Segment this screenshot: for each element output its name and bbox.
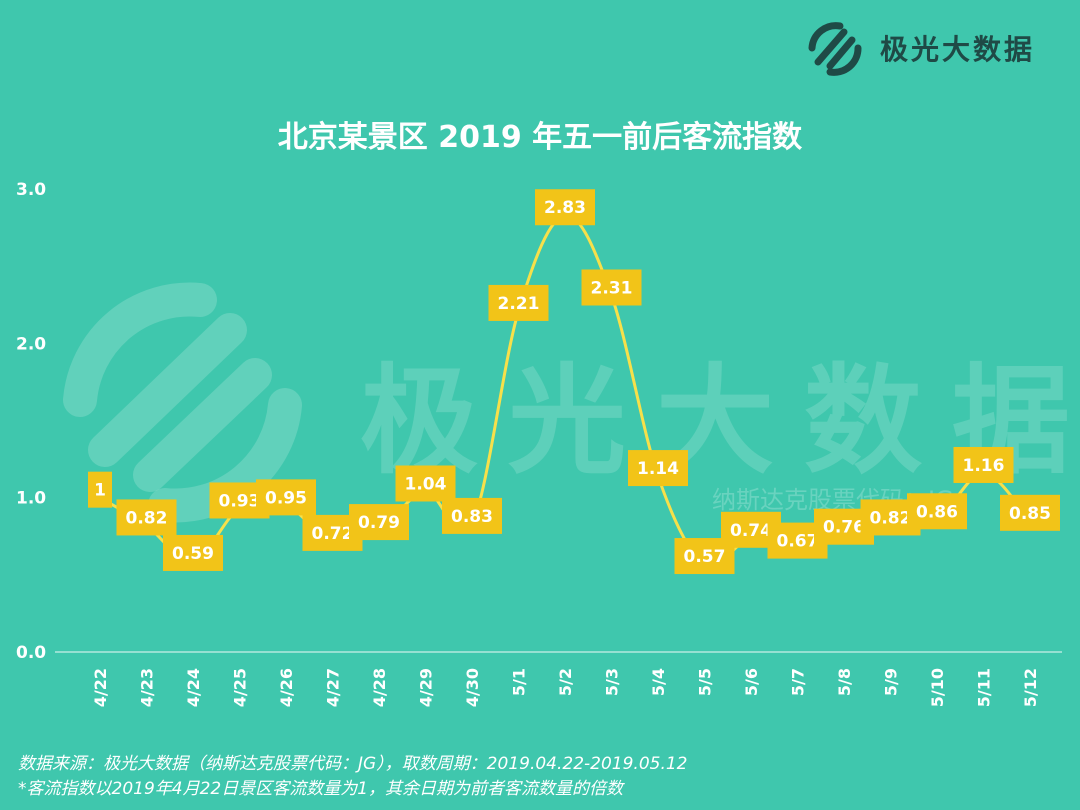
data-label: 2.31: [581, 269, 642, 306]
data-label-box: [163, 534, 223, 571]
data-label-box: [488, 284, 549, 321]
data-label-text: 1.14: [637, 459, 679, 479]
x-tick-label: 4/24: [184, 668, 203, 707]
data-label: 1.16: [953, 446, 1014, 483]
data-label: 2.21: [488, 284, 549, 321]
data-label-text: 0.85: [1009, 504, 1051, 524]
data-label-text: 0.79: [358, 513, 400, 533]
data-label-text: 2.83: [544, 198, 586, 218]
data-label-text: 0.76: [823, 518, 865, 538]
data-label-text: 0.95: [265, 488, 307, 508]
data-label: 0.85: [1000, 494, 1060, 531]
data-label: 0.95: [256, 479, 316, 516]
data-label-box: [395, 465, 456, 502]
data-label: 2.83: [535, 189, 595, 226]
data-label-text: 0.83: [451, 507, 493, 527]
x-tick-label: 4/27: [324, 668, 343, 707]
chart-title: 北京某景区 2019 年五一前后客流指数: [277, 120, 803, 155]
data-label-box: [349, 504, 409, 541]
data-label: 0.83: [442, 497, 502, 534]
x-tick-label: 5/12: [1021, 668, 1040, 707]
data-label: 1.04: [395, 465, 456, 502]
brand-name: 极光大数据: [880, 33, 1036, 66]
line-chart: 极光大数据 纳斯达克股票代码：JG 0.01.02.03.0 10.820.59…: [16, 180, 1080, 707]
data-label-text: 1.04: [405, 474, 447, 494]
x-tick-label: 5/2: [556, 668, 575, 696]
data-label-text: 0.74: [730, 521, 772, 541]
x-tick-label: 5/5: [696, 668, 715, 696]
data-label-text: 0.82: [126, 508, 168, 528]
x-tick-label: 5/10: [928, 668, 947, 707]
data-label-box: [442, 497, 502, 534]
data-label-text: 0.72: [312, 524, 354, 544]
data-label: 0.79: [349, 504, 409, 541]
watermark-logo-icon: [63, 282, 302, 523]
jiguang-logo-icon: [808, 22, 862, 76]
x-tick-label: 5/9: [882, 668, 901, 696]
x-tick-label: 4/29: [417, 668, 436, 707]
data-label-text: 2.31: [591, 278, 633, 298]
data-label-text: 0.57: [684, 547, 726, 567]
x-tick-label: 4/30: [463, 668, 482, 707]
x-tick-label: 5/4: [649, 668, 668, 696]
watermark: 极光大数据 纳斯达克股票代码：JG: [63, 282, 1080, 523]
data-label-box: [628, 450, 688, 487]
x-tick-label: 5/1: [510, 668, 529, 696]
data-label-box: [256, 479, 316, 516]
data-label-box: [953, 446, 1014, 483]
data-label-text: 0.93: [219, 491, 261, 511]
x-tick-label: 4/26: [277, 668, 296, 707]
data-label-text: 2.21: [498, 294, 540, 314]
footer-source: 数据来源：极光大数据（纳斯达克股票代码：JG），取数周期：2019.04.22-…: [18, 754, 688, 774]
footer-note: *客流指数以2019年4月22日景区客流数量为1，其余日期为前者客流数量的倍数: [18, 779, 624, 799]
x-tick-label: 4/22: [91, 668, 110, 707]
x-tick-label: 5/11: [975, 668, 994, 707]
x-tick-label: 5/7: [789, 668, 808, 696]
data-label: 1.14: [628, 450, 688, 487]
data-label-text: 0.59: [172, 544, 214, 564]
data-label: 0.82: [116, 499, 177, 536]
x-tick-label: 5/8: [835, 668, 854, 696]
watermark-main: 极光大数据: [360, 352, 1080, 490]
y-tick-label: 2.0: [16, 334, 46, 354]
x-tick-label: 5/3: [603, 668, 622, 696]
data-label: 0.67: [767, 522, 828, 559]
x-tick-label: 4/23: [138, 668, 157, 707]
y-tick-label: 0.0: [16, 643, 46, 663]
data-label-text: 1.16: [963, 456, 1005, 476]
data-label: 0.86: [907, 493, 967, 530]
data-label-box: [88, 471, 112, 508]
x-tick-label: 4/25: [231, 668, 250, 707]
data-label-text: 0.82: [870, 508, 912, 528]
data-label: 0.82: [860, 499, 921, 536]
data-label: 0.59: [163, 534, 223, 571]
data-label-box: [581, 269, 642, 306]
data-label-text: 0.86: [916, 502, 958, 522]
data-label-box: [535, 189, 595, 226]
footer: 数据来源：极光大数据（纳斯达克股票代码：JG），取数周期：2019.04.22-…: [18, 752, 688, 802]
data-label-box: [907, 493, 967, 530]
y-tick-label: 3.0: [16, 180, 46, 200]
data-label-box: [116, 499, 177, 536]
data-label-box: [1000, 494, 1060, 531]
x-tick-label: 4/28: [370, 668, 389, 707]
y-tick-label: 1.0: [16, 489, 46, 509]
x-tick-label: 5/6: [742, 668, 761, 696]
data-label: 1: [88, 471, 112, 508]
data-label-text: 0.67: [777, 532, 819, 552]
data-label-text: 1: [94, 481, 106, 501]
